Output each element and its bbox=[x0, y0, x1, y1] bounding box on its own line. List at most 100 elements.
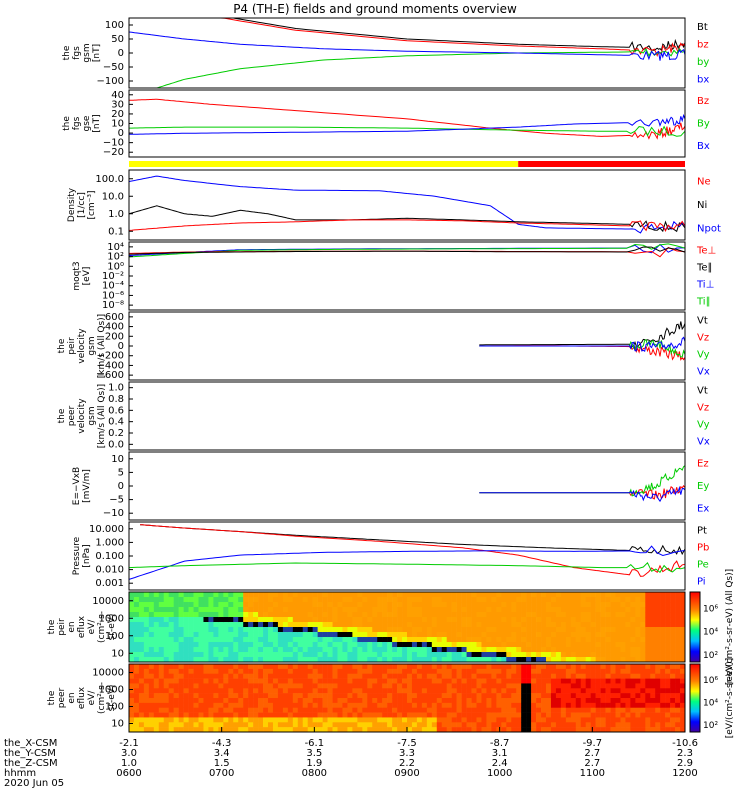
heatmap-cell bbox=[243, 683, 249, 689]
heatmap-cell bbox=[555, 693, 562, 699]
heatmap-cell bbox=[575, 727, 582, 733]
heatmap-cell bbox=[565, 707, 572, 713]
y-tick-label: 100 bbox=[105, 702, 124, 713]
heatmap-cell bbox=[605, 657, 611, 663]
heatmap-cell bbox=[560, 642, 567, 648]
heatmap-cell bbox=[372, 602, 378, 608]
heatmap-cell bbox=[347, 642, 353, 648]
heatmap-cell bbox=[322, 607, 328, 613]
heatmap-cell bbox=[337, 592, 343, 598]
heatmap-cell bbox=[466, 673, 472, 679]
heatmap-cell bbox=[461, 657, 467, 663]
colorbar-tick: 10² bbox=[703, 651, 718, 661]
heatmap-cell bbox=[258, 673, 264, 679]
heatmap-cell bbox=[372, 617, 378, 623]
heatmap-cell bbox=[416, 592, 423, 598]
heatmap-cell bbox=[228, 612, 234, 618]
ephemeris-row-label: the_Z-CSM bbox=[4, 758, 58, 769]
heatmap-cell bbox=[243, 597, 249, 603]
heatmap-cell bbox=[302, 632, 309, 638]
heatmap-cell bbox=[402, 637, 408, 643]
heatmap-cell bbox=[342, 722, 348, 728]
heatmap-cell bbox=[416, 597, 423, 603]
heatmap-cell bbox=[496, 602, 502, 608]
heatmap-cell bbox=[645, 627, 651, 633]
heatmap-cell bbox=[461, 664, 467, 670]
heatmap-cell bbox=[511, 693, 517, 699]
heatmap-cell bbox=[218, 647, 224, 653]
heatmap-cell bbox=[367, 612, 373, 618]
heatmap-cell bbox=[258, 727, 264, 733]
heatmap-cell bbox=[511, 652, 517, 658]
heatmap-cell bbox=[307, 712, 313, 718]
heatmap-cell bbox=[570, 617, 577, 623]
heatmap-cell bbox=[555, 612, 562, 618]
heatmap-cell bbox=[347, 602, 353, 608]
heatmap-cell bbox=[645, 673, 651, 679]
heatmap-cell bbox=[570, 627, 577, 633]
heatmap-cell bbox=[297, 602, 304, 608]
heatmap-cell bbox=[223, 664, 229, 670]
heatmap-cell bbox=[466, 722, 472, 728]
heatmap-cell bbox=[511, 727, 517, 733]
heatmap-cell bbox=[560, 722, 567, 728]
heatmap-cell bbox=[595, 678, 601, 684]
heatmap-cell bbox=[258, 637, 264, 643]
heatmap-cell bbox=[630, 592, 636, 598]
heatmap-cell bbox=[302, 683, 309, 689]
heatmap-cell bbox=[223, 607, 229, 613]
heatmap-cell bbox=[451, 592, 457, 598]
heatmap-cell bbox=[565, 647, 572, 653]
heatmap-cell bbox=[193, 712, 199, 718]
heatmap-cell bbox=[610, 678, 616, 684]
heatmap-cell bbox=[501, 622, 507, 628]
heatmap-cell bbox=[476, 617, 482, 623]
heatmap-cell bbox=[555, 722, 562, 728]
heatmap-cell bbox=[441, 607, 448, 613]
heatmap-cell bbox=[362, 698, 368, 704]
heatmap-cell bbox=[382, 652, 388, 658]
series-line-Vt bbox=[479, 321, 686, 350]
heatmap-cell bbox=[560, 597, 567, 603]
heatmap-cell bbox=[486, 668, 492, 675]
heatmap-cell bbox=[253, 597, 259, 603]
heatmap-cell bbox=[322, 693, 328, 699]
heatmap-cell bbox=[481, 707, 487, 713]
heatmap-cell bbox=[223, 688, 229, 694]
heatmap-cell bbox=[362, 727, 368, 733]
heatmap-cell bbox=[620, 688, 626, 694]
heatmap-cell bbox=[357, 688, 363, 694]
heatmap-cell bbox=[446, 627, 452, 633]
heatmap-cell bbox=[436, 668, 443, 675]
heatmap-cell bbox=[397, 637, 403, 643]
heatmap-cell bbox=[486, 698, 492, 704]
heatmap-cell bbox=[352, 712, 358, 718]
heatmap-cell bbox=[307, 683, 313, 689]
heatmap-cell bbox=[615, 607, 621, 613]
heatmap-cell bbox=[357, 702, 363, 709]
heatmap-cell bbox=[133, 668, 140, 675]
heatmap-cell bbox=[372, 693, 378, 699]
heatmap-cell bbox=[590, 664, 596, 670]
heatmap-cell bbox=[292, 668, 299, 675]
heatmap-cell bbox=[148, 632, 155, 638]
heatmap-cell bbox=[491, 592, 497, 598]
heatmap-cell bbox=[496, 627, 502, 633]
heatmap-cell bbox=[163, 664, 170, 670]
heatmap-cell bbox=[362, 652, 368, 658]
heatmap-cell bbox=[550, 602, 557, 608]
heatmap-cell bbox=[327, 612, 333, 618]
heatmap-cell bbox=[466, 717, 472, 723]
heatmap-cell bbox=[541, 664, 547, 670]
heatmap-cell bbox=[287, 707, 294, 713]
y-tick-label: 400 bbox=[105, 322, 124, 333]
heatmap-cell bbox=[198, 683, 204, 689]
colorbar-tick: 10² bbox=[703, 721, 718, 731]
heatmap-cell bbox=[416, 727, 423, 733]
heatmap-cell bbox=[213, 702, 219, 709]
heatmap-cell bbox=[407, 678, 413, 684]
heatmap-cell bbox=[337, 607, 343, 613]
heatmap-cell bbox=[565, 597, 572, 603]
heatmap-cell bbox=[486, 727, 492, 733]
